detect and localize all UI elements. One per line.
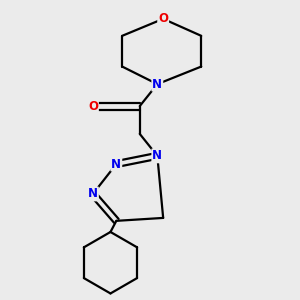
Text: N: N bbox=[152, 149, 162, 162]
Text: O: O bbox=[88, 100, 98, 112]
Text: N: N bbox=[152, 78, 162, 91]
Text: N: N bbox=[88, 188, 98, 200]
Text: O: O bbox=[158, 12, 168, 25]
Text: N: N bbox=[111, 158, 121, 171]
